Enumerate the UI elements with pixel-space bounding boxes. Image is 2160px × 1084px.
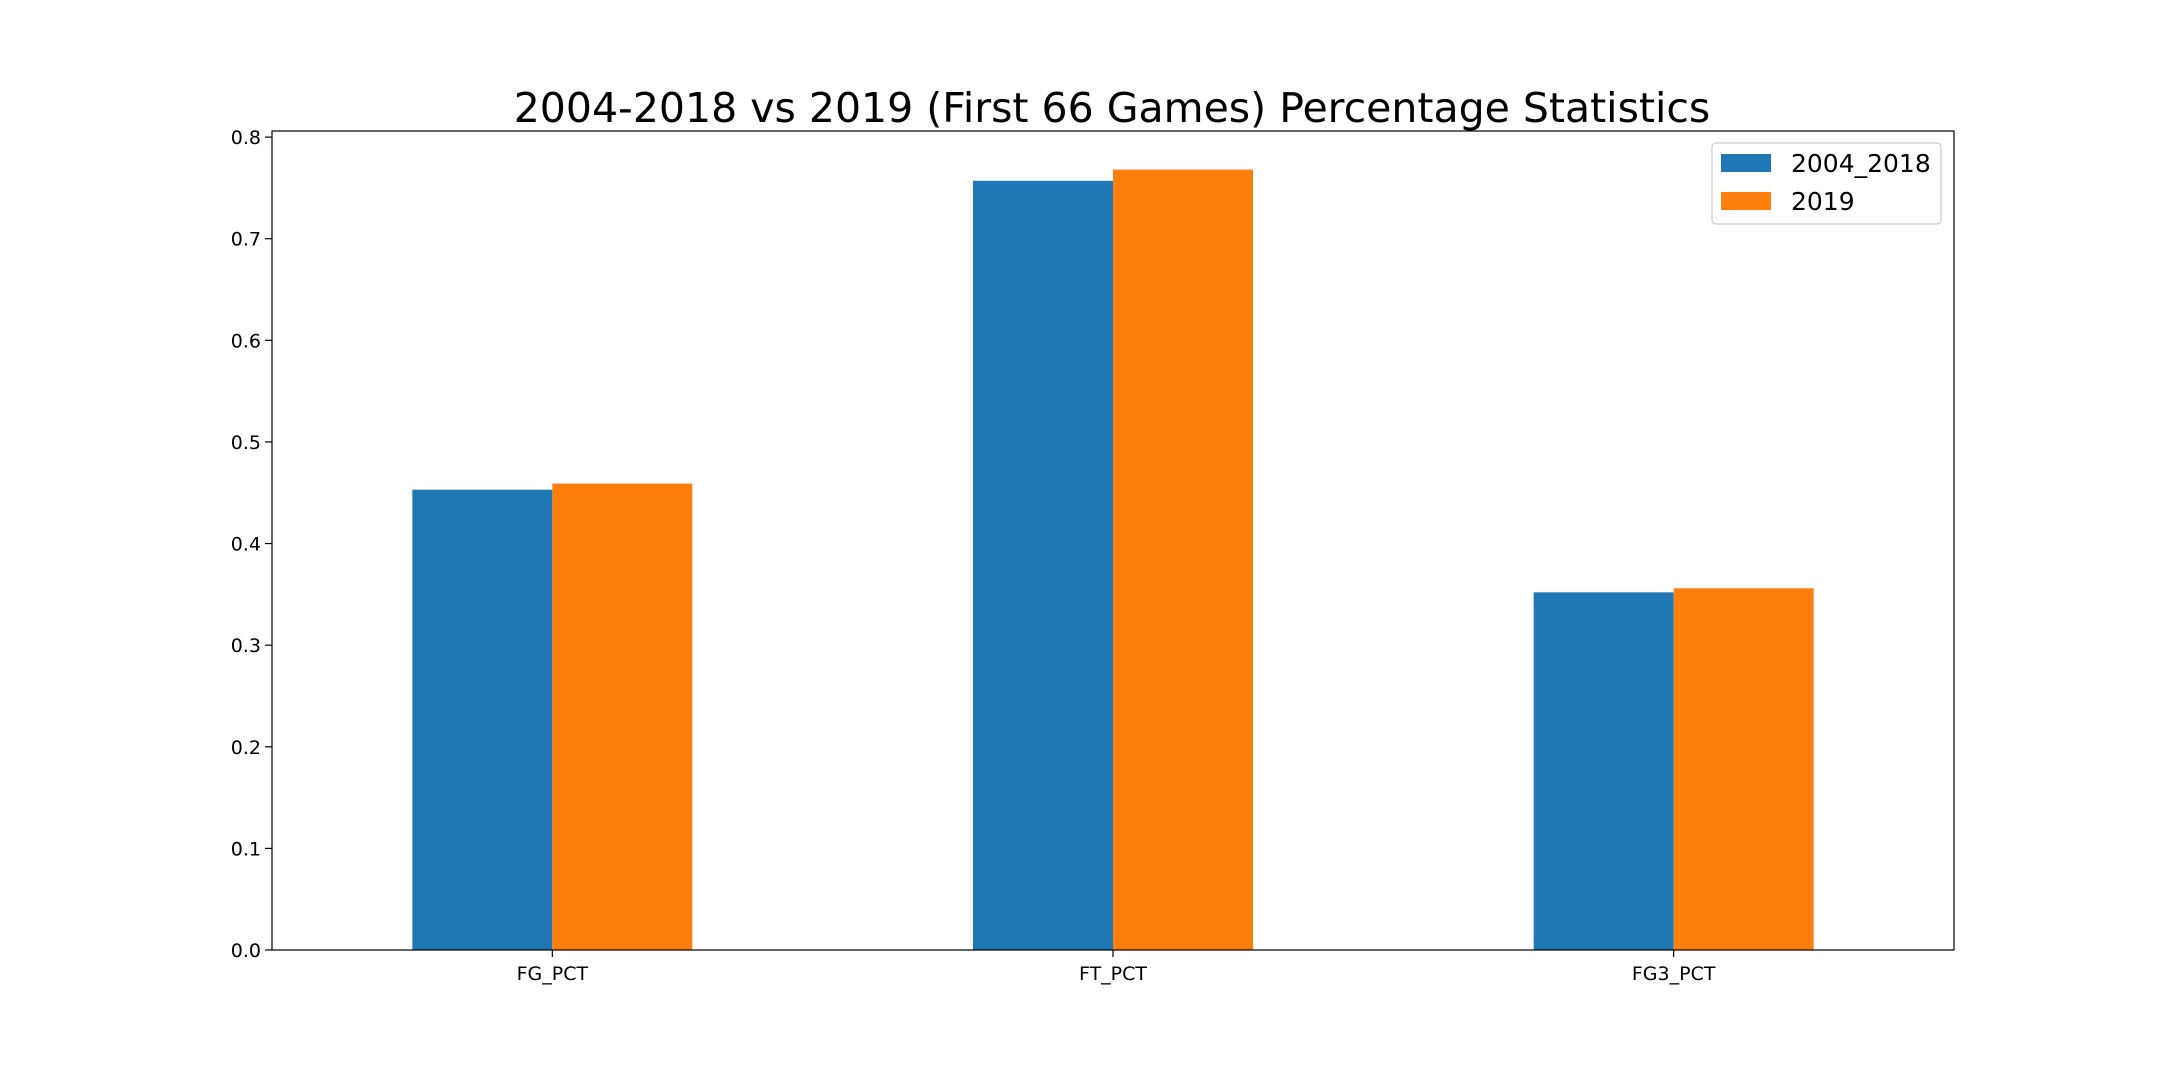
bar-fg-pct-2004-2018 (412, 489, 553, 950)
y-tick-label: 0.8 (231, 127, 261, 149)
y-tick-label: 0.7 (231, 229, 261, 251)
x-tick-label: FG_PCT (517, 963, 589, 985)
bar-fg-pct-2019 (552, 483, 693, 950)
x-tick-label: FT_PCT (1079, 963, 1147, 985)
y-tick-label: 0.6 (231, 330, 261, 352)
legend-swatch-2019 (1721, 192, 1771, 210)
legend: 2004_2018 2019 (1711, 142, 1942, 225)
y-tick-label: 0.4 (231, 534, 261, 556)
bar-ft-pct-2019 (1113, 169, 1253, 950)
y-tick-label: 0.5 (231, 432, 261, 454)
chart-title: 2004-2018 vs 2019 (First 66 Games) Perce… (514, 84, 1711, 132)
y-tick-label: 0.2 (231, 737, 261, 759)
y-tick-label: 0.3 (231, 635, 261, 657)
x-axis: FG_PCT FT_PCT FG3_PCT (517, 950, 1716, 985)
y-tick-label: 0.1 (231, 838, 261, 860)
bars-group (412, 169, 1814, 950)
x-tick-label: FG3_PCT (1632, 963, 1716, 985)
bar-fg3-pct-2019 (1673, 588, 1814, 950)
legend-swatch-2004-2018 (1721, 154, 1771, 172)
y-axis: 0.0 0.1 0.2 0.3 0.4 0.5 0.6 0.7 0.8 (231, 127, 272, 962)
bar-ft-pct-2004-2018 (973, 180, 1113, 950)
legend-label-2004-2018: 2004_2018 (1791, 149, 1931, 178)
bar-fg3-pct-2004-2018 (1533, 592, 1674, 950)
y-tick-label: 0.0 (231, 940, 261, 962)
legend-label-2019: 2019 (1791, 187, 1855, 216)
